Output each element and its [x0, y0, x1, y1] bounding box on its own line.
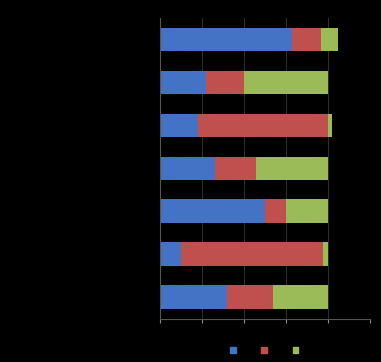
Bar — [160, 199, 265, 223]
Bar — [160, 114, 198, 137]
Bar — [322, 28, 338, 51]
Bar — [160, 243, 181, 266]
Bar — [215, 156, 256, 180]
Bar — [286, 199, 328, 223]
Bar — [227, 285, 273, 309]
Bar — [160, 285, 227, 309]
Bar — [323, 243, 328, 266]
Bar — [160, 28, 292, 51]
Bar — [265, 199, 286, 223]
Bar — [160, 156, 215, 180]
Bar — [160, 71, 206, 94]
Legend: , , : , , — [226, 341, 303, 359]
Bar — [181, 243, 323, 266]
Bar — [206, 71, 244, 94]
Bar — [273, 285, 328, 309]
Bar — [256, 156, 328, 180]
Bar — [198, 114, 328, 137]
Bar — [292, 28, 322, 51]
Bar — [244, 71, 328, 94]
Bar — [328, 114, 332, 137]
